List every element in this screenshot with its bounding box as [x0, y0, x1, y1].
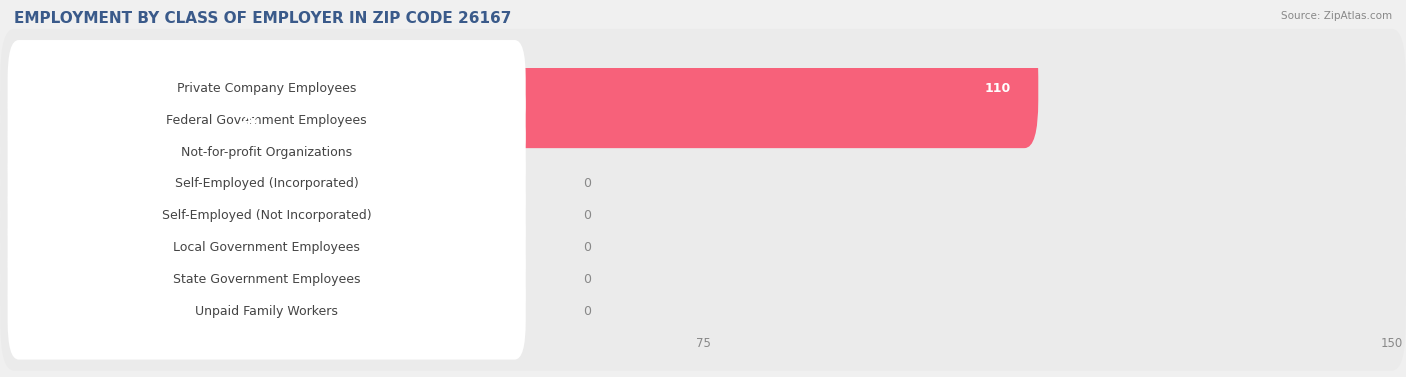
- Text: Self-Employed (Incorporated): Self-Employed (Incorporated): [174, 178, 359, 190]
- FancyBboxPatch shape: [0, 156, 1406, 275]
- FancyBboxPatch shape: [7, 231, 526, 328]
- Text: Local Government Employees: Local Government Employees: [173, 241, 360, 254]
- Text: Unpaid Family Workers: Unpaid Family Workers: [195, 305, 337, 317]
- Text: 0: 0: [583, 305, 592, 317]
- FancyBboxPatch shape: [0, 124, 1406, 244]
- FancyBboxPatch shape: [0, 188, 83, 307]
- Text: EMPLOYMENT BY CLASS OF EMPLOYER IN ZIP CODE 26167: EMPLOYMENT BY CLASS OF EMPLOYER IN ZIP C…: [14, 11, 512, 26]
- FancyBboxPatch shape: [0, 61, 285, 180]
- FancyBboxPatch shape: [0, 61, 1406, 180]
- Text: 0: 0: [583, 241, 592, 254]
- Text: Federal Government Employees: Federal Government Employees: [166, 114, 367, 127]
- FancyBboxPatch shape: [7, 40, 526, 137]
- Text: 13: 13: [103, 146, 120, 159]
- FancyBboxPatch shape: [0, 29, 1038, 148]
- FancyBboxPatch shape: [0, 251, 1406, 371]
- FancyBboxPatch shape: [0, 92, 148, 212]
- Text: Self-Employed (Not Incorporated): Self-Employed (Not Incorporated): [162, 209, 371, 222]
- Text: 0: 0: [583, 178, 592, 190]
- FancyBboxPatch shape: [0, 220, 1406, 339]
- FancyBboxPatch shape: [7, 72, 526, 169]
- FancyBboxPatch shape: [7, 135, 526, 232]
- FancyBboxPatch shape: [0, 251, 83, 371]
- FancyBboxPatch shape: [0, 188, 1406, 307]
- FancyBboxPatch shape: [0, 156, 83, 275]
- FancyBboxPatch shape: [7, 167, 526, 264]
- Text: 28: 28: [240, 114, 257, 127]
- Text: State Government Employees: State Government Employees: [173, 273, 360, 286]
- Text: Not-for-profit Organizations: Not-for-profit Organizations: [181, 146, 353, 159]
- FancyBboxPatch shape: [7, 199, 526, 296]
- FancyBboxPatch shape: [0, 124, 83, 244]
- Text: Private Company Employees: Private Company Employees: [177, 82, 356, 95]
- FancyBboxPatch shape: [0, 92, 1406, 212]
- FancyBboxPatch shape: [7, 104, 526, 201]
- FancyBboxPatch shape: [0, 220, 83, 339]
- Text: 0: 0: [583, 209, 592, 222]
- Text: 0: 0: [583, 273, 592, 286]
- Text: 110: 110: [984, 82, 1011, 95]
- Text: Source: ZipAtlas.com: Source: ZipAtlas.com: [1281, 11, 1392, 21]
- FancyBboxPatch shape: [7, 263, 526, 360]
- FancyBboxPatch shape: [0, 29, 1406, 148]
